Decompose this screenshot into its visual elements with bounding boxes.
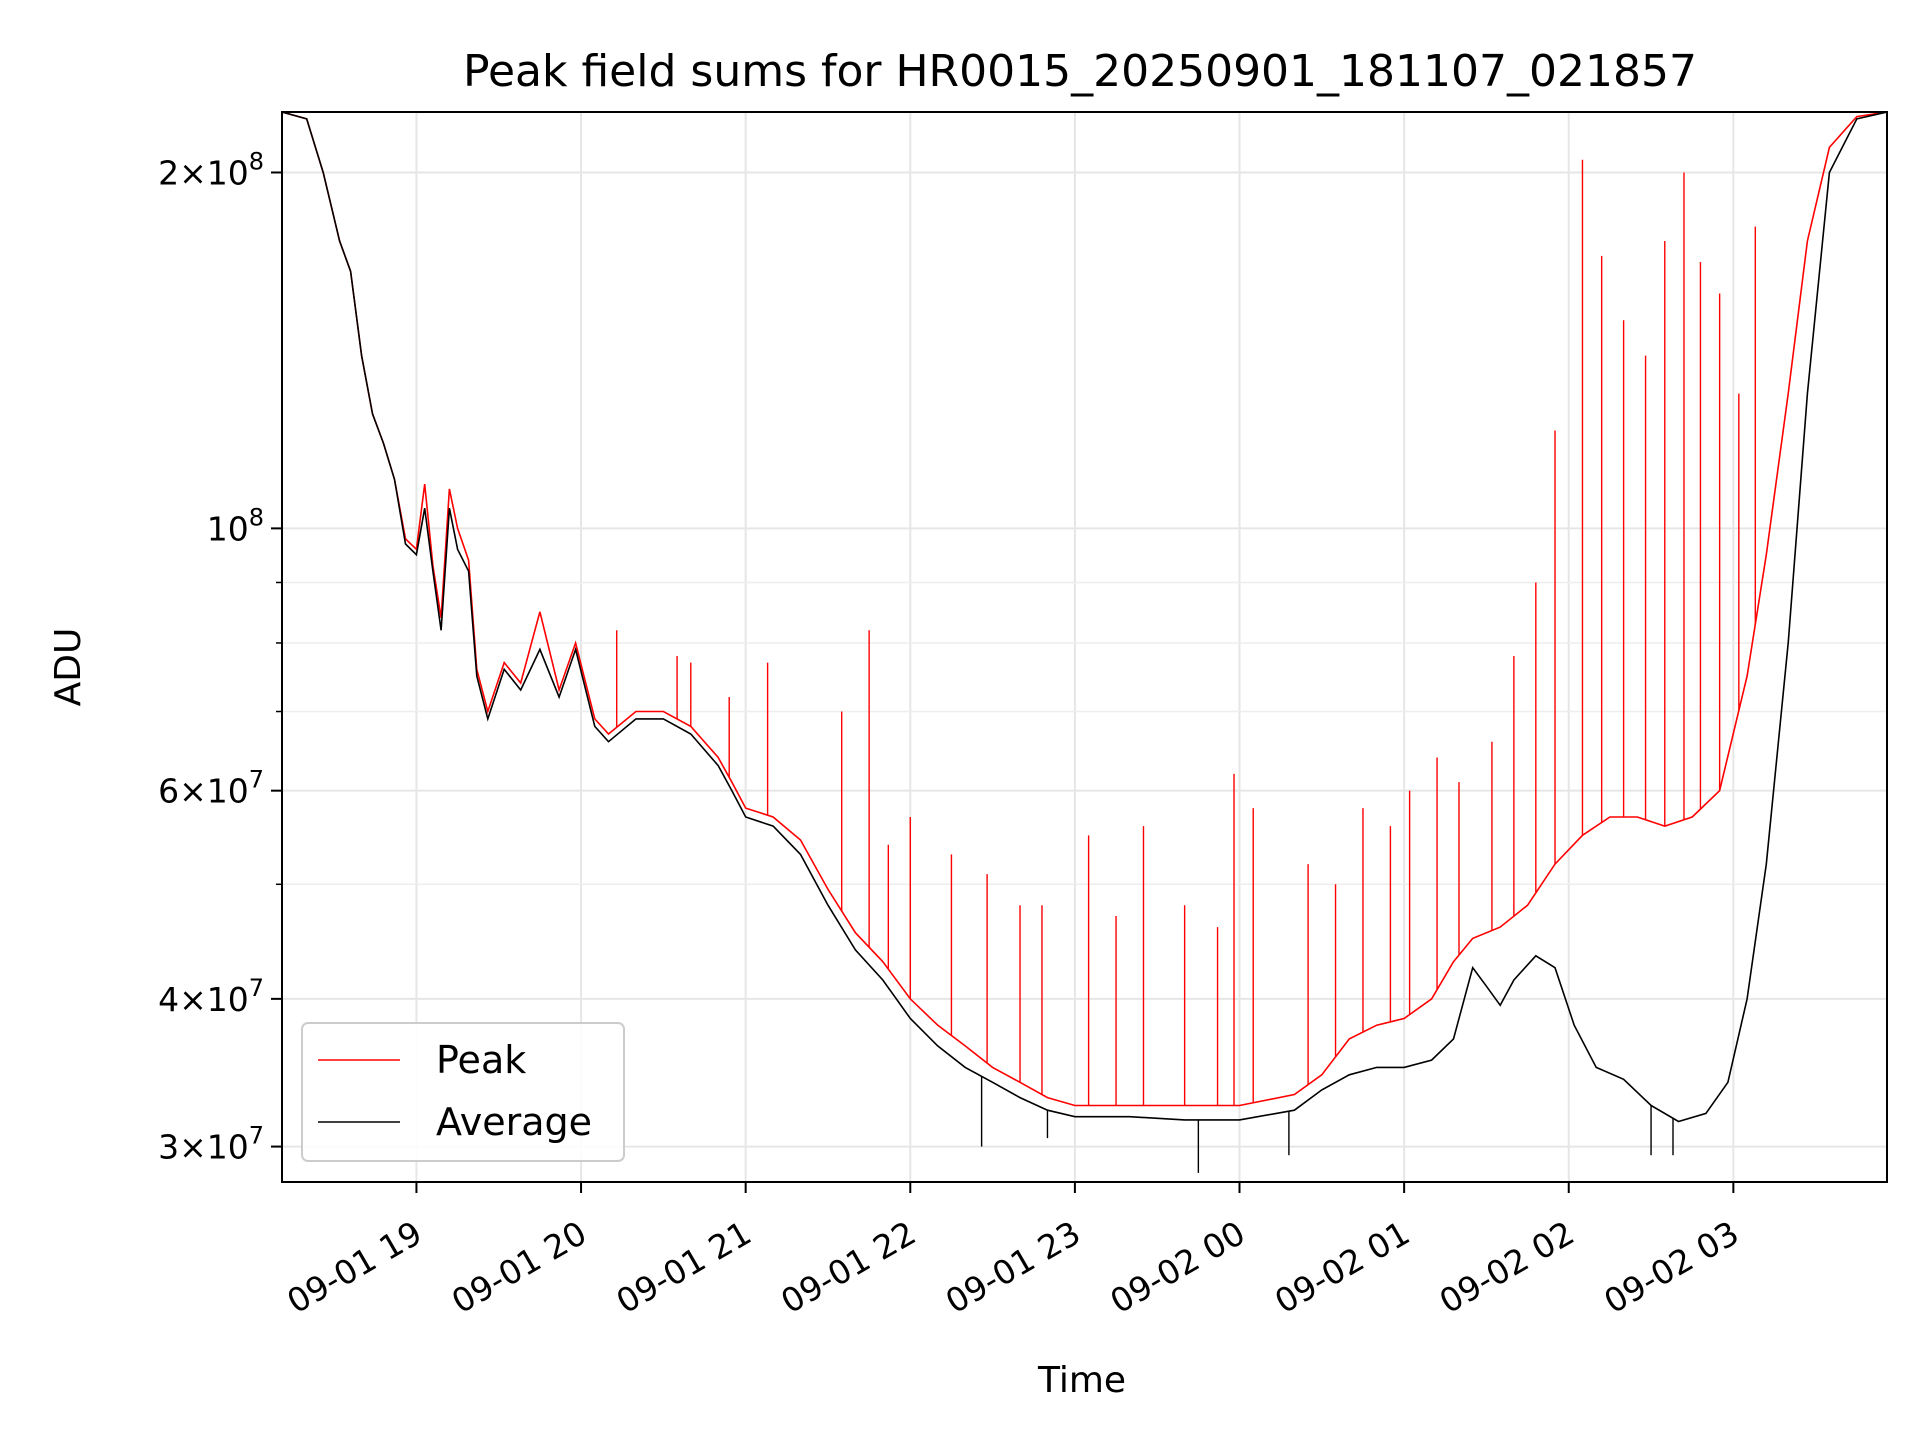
y-tick-label: 6×107 (158, 766, 264, 811)
y-tick-label: 4×107 (158, 974, 264, 1019)
legend: Peak Average (301, 1022, 625, 1162)
y-axis-label: ADU (48, 628, 89, 707)
series-line-peak (282, 112, 1887, 1107)
plot-frame (281, 111, 1888, 1183)
legend-label-peak: Peak (436, 1038, 526, 1082)
series-group (282, 112, 1887, 1173)
y-tick-label: 3×107 (158, 1122, 264, 1167)
x-axis-label: Time (1037, 1360, 1126, 1401)
series-line-average (282, 112, 1887, 1123)
y-tick-label: 2×108 (158, 147, 264, 192)
chart-title: Peak field sums for HR0015_20250901_1811… (463, 46, 1697, 97)
legend-box (301, 1022, 625, 1162)
legend-label-average: Average (436, 1100, 592, 1144)
grid (282, 112, 1887, 1182)
y-tick-label: 108 (207, 503, 264, 548)
